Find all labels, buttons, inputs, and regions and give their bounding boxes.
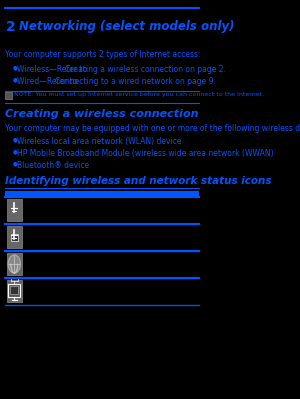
FancyBboxPatch shape [5,92,12,99]
Text: Wired—Refer to: Wired—Refer to [17,77,77,86]
FancyBboxPatch shape [7,199,22,221]
Text: Connecting to a wired network on page 9.: Connecting to a wired network on page 9. [55,77,215,86]
Text: Your computer supports 2 types of Internet access:: Your computer supports 2 types of Intern… [5,50,201,59]
Text: ●: ● [12,77,17,82]
FancyBboxPatch shape [7,253,22,275]
FancyBboxPatch shape [5,191,199,197]
FancyBboxPatch shape [10,286,18,294]
Circle shape [8,255,20,273]
Text: Networking (select models only): Networking (select models only) [19,20,235,33]
FancyBboxPatch shape [11,234,18,241]
Text: ●: ● [12,65,17,70]
Text: Bluetooth® device: Bluetooth® device [17,161,89,170]
Text: ●: ● [12,149,17,154]
Text: Creating a wireless connection on page 2.: Creating a wireless connection on page 2… [65,65,226,74]
Text: Identifying wireless and network status icons: Identifying wireless and network status … [5,176,272,186]
Text: ●: ● [12,161,17,166]
Text: 2: 2 [5,20,15,34]
Text: Your computer may be equipped with one or more of the following wireless devices: Your computer may be equipped with one o… [5,124,300,133]
FancyBboxPatch shape [7,226,22,248]
Text: HP Mobile Broadband Module (wireless wide area network (WWAN): HP Mobile Broadband Module (wireless wid… [17,149,274,158]
Text: NOTE: You must set up Internet service before you can connect to the Internet.: NOTE: You must set up Internet service b… [14,92,264,97]
Text: ●: ● [12,137,17,142]
Text: Wireless—Refer to: Wireless—Refer to [17,65,87,74]
FancyBboxPatch shape [8,284,20,297]
Text: Wireless local area network (WLAN) device: Wireless local area network (WLAN) devic… [17,137,181,146]
Text: Creating a wireless connection: Creating a wireless connection [5,109,199,119]
FancyBboxPatch shape [7,280,22,302]
